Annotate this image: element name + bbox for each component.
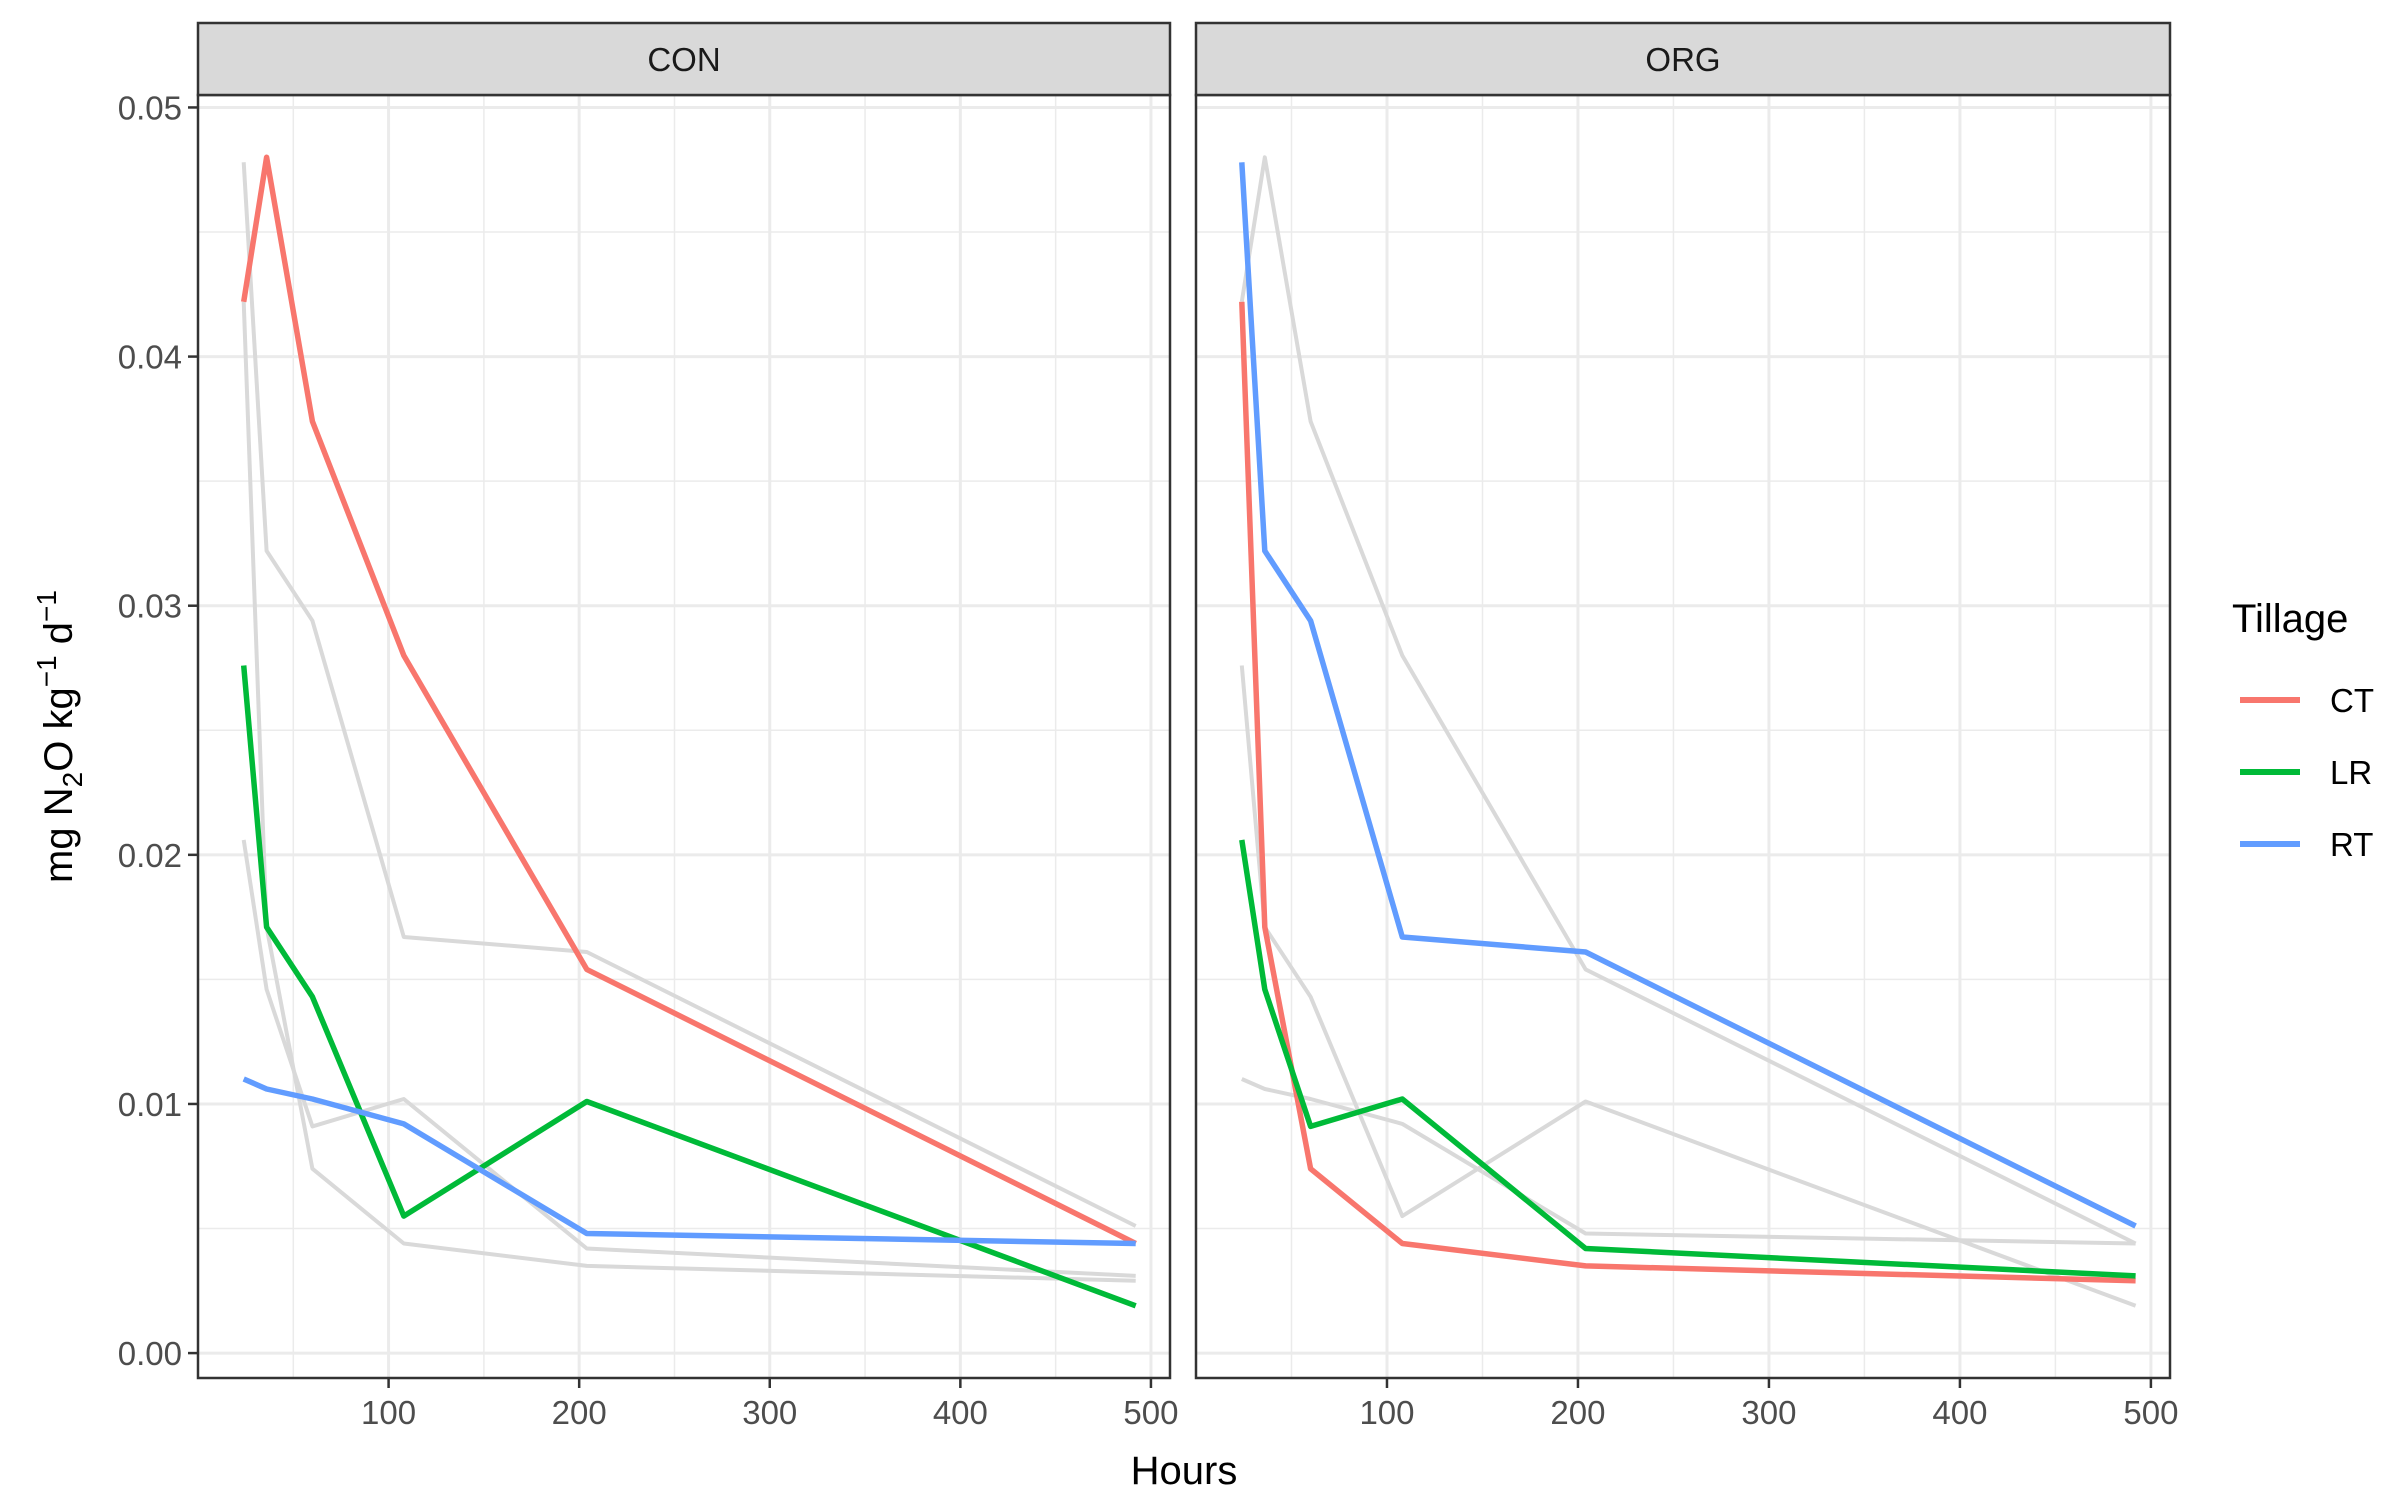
facet-strip-label: ORG	[1645, 41, 1720, 78]
background-line-con-ct	[1239, 155, 2137, 1246]
x-tick-label: 500	[1123, 1394, 1178, 1431]
y-axis-title-part: d	[37, 622, 81, 655]
y-axis-title-part: −1	[31, 655, 62, 687]
x-tick-label: 300	[742, 1394, 797, 1431]
x-tick-label: 400	[1932, 1394, 1987, 1431]
background-line-org-ct	[241, 301, 1136, 1283]
x-tick-label: 400	[933, 1394, 988, 1431]
x-tick-label: 100	[1359, 1394, 1414, 1431]
y-tick-label: 0.00	[118, 1335, 182, 1372]
facet-strip	[196, 21, 1172, 97]
y-tick-label: 0.01	[118, 1086, 182, 1123]
x-tick-label: 200	[1550, 1394, 1605, 1431]
y-tick-label: 0.05	[118, 89, 182, 126]
facet-strip-label: CON	[647, 41, 720, 78]
y-tick-label: 0.02	[118, 837, 182, 874]
legend: Tillage CT LR RT	[2232, 597, 2374, 863]
x-tick-label: 300	[1741, 1394, 1796, 1431]
x-axis-title: Hours	[1131, 1449, 1238, 1493]
series-line-ct	[240, 154, 1137, 1246]
legend-label-lr: LR	[2330, 754, 2372, 791]
panel-org: ORG 100 200 300 400 500	[1194, 21, 2178, 1431]
legend-label-rt: RT	[2330, 826, 2373, 863]
y-axis-title-part: O kg	[37, 687, 81, 771]
y-tick-label: 0.04	[118, 339, 182, 376]
series-line-lr	[240, 665, 1137, 1309]
x-tick-label: 500	[2123, 1394, 2178, 1431]
y-tick-label: 0.03	[118, 588, 182, 625]
series-line-rt	[242, 1076, 1136, 1247]
y-axis-title-part: mg N	[37, 787, 81, 883]
series-line-rt	[1239, 162, 2137, 1229]
x-tick-label: 100	[361, 1394, 416, 1431]
x-tick-label: 200	[552, 1394, 607, 1431]
facet-strip	[1194, 21, 2172, 97]
series-line-lr	[1239, 839, 2136, 1279]
y-axis-title: mg N2O kg−1 d−1	[31, 590, 88, 883]
legend-label-ct: CT	[2330, 682, 2374, 719]
panel-con: CON 100 200 300 400 500	[196, 21, 1178, 1431]
series-line-ct	[1239, 301, 2136, 1284]
y-axis-title-part: 2	[57, 772, 88, 788]
legend-title: Tillage	[2232, 597, 2348, 641]
background-line-org-rt	[241, 162, 1137, 1228]
y-axis-title-part: −1	[31, 590, 62, 622]
